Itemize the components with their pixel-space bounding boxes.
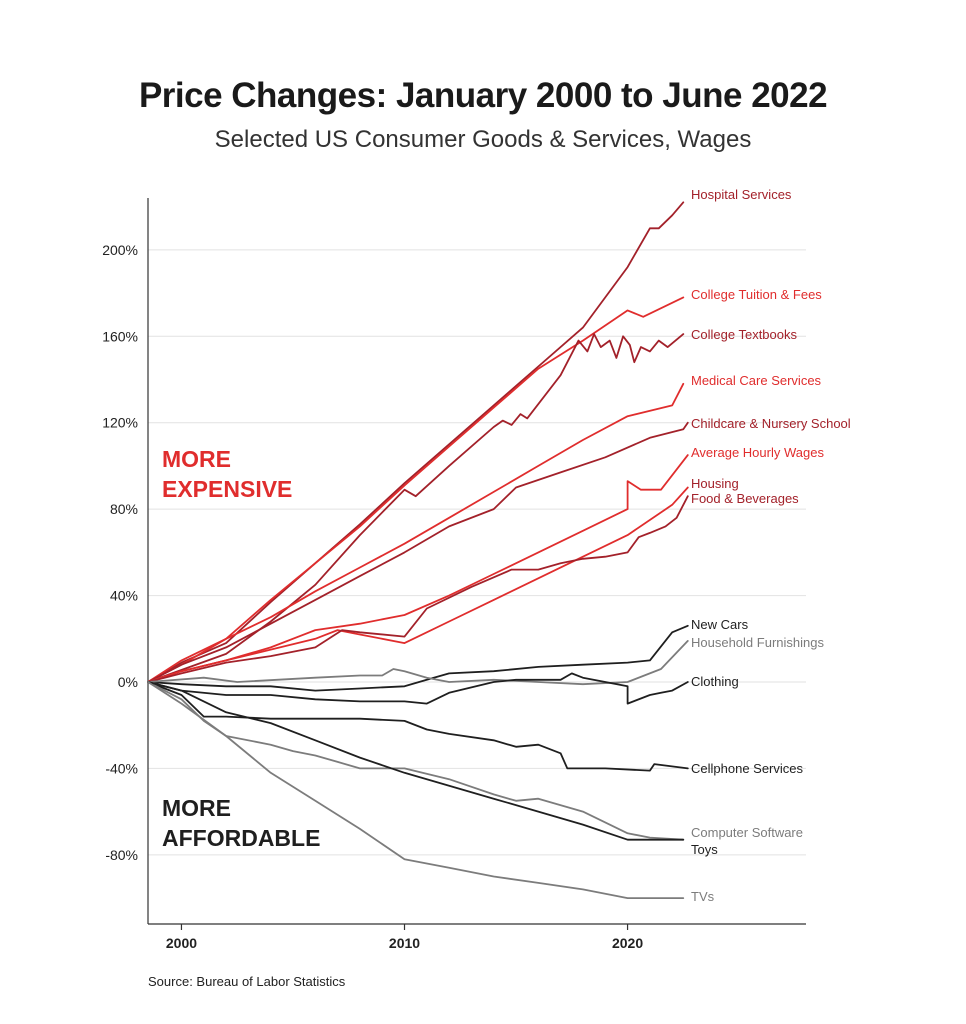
- series-line-food-beverages: [147, 495, 689, 683]
- zone-annotations: MORE EXPENSIVE MORE AFFORDABLE: [162, 446, 320, 851]
- x-tick-label: 2020: [612, 935, 643, 951]
- series-label-tvs: TVs: [691, 889, 715, 904]
- series-label-household-furnishings: Household Furnishings: [691, 635, 824, 650]
- series-line-tvs: [147, 681, 685, 899]
- series-label-medical-care-services: Medical Care Services: [691, 373, 822, 388]
- y-tick-label: 80%: [110, 501, 138, 517]
- series-label-cellphone-services: Cellphone Services: [691, 761, 804, 776]
- y-tick-label: 40%: [110, 588, 138, 604]
- series-label-college-tuition-fees: College Tuition & Fees: [691, 287, 822, 302]
- series-label-childcare-nursery-school: Childcare & Nursery School: [691, 416, 851, 431]
- y-tick-label: -80%: [105, 847, 138, 863]
- x-tick-labels: 2000 2010 2020: [166, 935, 643, 951]
- series-label-housing-food-beverages: Housing Food & Beverages: [691, 476, 799, 506]
- chart-subtitle: Selected US Consumer Goods & Services, W…: [214, 126, 752, 153]
- y-tick-label: 160%: [102, 328, 138, 344]
- x-tick-label: 2010: [389, 935, 420, 951]
- series-label-computer-software: Computer Software: [691, 825, 803, 840]
- series-line-childcare-nursery-school: [147, 421, 689, 683]
- series-line-toys: [147, 681, 685, 841]
- series-line-average-hourly-wages: [147, 454, 689, 683]
- series-line-housing: [147, 486, 689, 683]
- y-tick-label: 200%: [102, 242, 138, 258]
- series-label-clothing: Clothing: [691, 674, 739, 689]
- series-line-household-furnishings: [147, 640, 689, 686]
- y-tick-label: 120%: [102, 415, 138, 431]
- series-line-new-cars: [147, 624, 689, 692]
- y-tick-label: 0%: [118, 674, 138, 690]
- y-tick-label: -40%: [105, 760, 138, 776]
- y-tick-labels: 200% 160% 120% 80% 40% 0% -40% -80%: [102, 242, 138, 863]
- series-line-college-textbooks: [147, 333, 685, 683]
- chart-title: Price Changes: January 2000 to June 2022: [138, 76, 828, 115]
- series-line-hospital-services: [147, 201, 685, 683]
- series-label-toys: Toys: [691, 842, 718, 857]
- series-lines: [147, 201, 689, 899]
- series-label-hospital-services: Hospital Services: [691, 187, 792, 202]
- more-affordable-label: MORE AFFORDABLE: [162, 795, 320, 851]
- x-tick-label: 2000: [166, 935, 197, 951]
- series-label-average-hourly-wages: Average Hourly Wages: [691, 445, 824, 460]
- axes: [147, 198, 806, 930]
- more-expensive-label: MORE EXPENSIVE: [162, 446, 292, 502]
- series-labels: Hospital Services College Tuition & Fees C…: [691, 187, 851, 904]
- series-line-cellphone-services: [147, 681, 689, 772]
- series-line-clothing: [147, 672, 689, 705]
- series-line-medical-care-services: [147, 382, 685, 683]
- series-line-college-tuition-fees: [147, 296, 685, 683]
- series-label-college-textbooks: College Textbooks: [691, 327, 797, 342]
- source-note: Source: Bureau of Labor Statistics: [148, 974, 346, 989]
- series-label-new-cars: New Cars: [691, 617, 749, 632]
